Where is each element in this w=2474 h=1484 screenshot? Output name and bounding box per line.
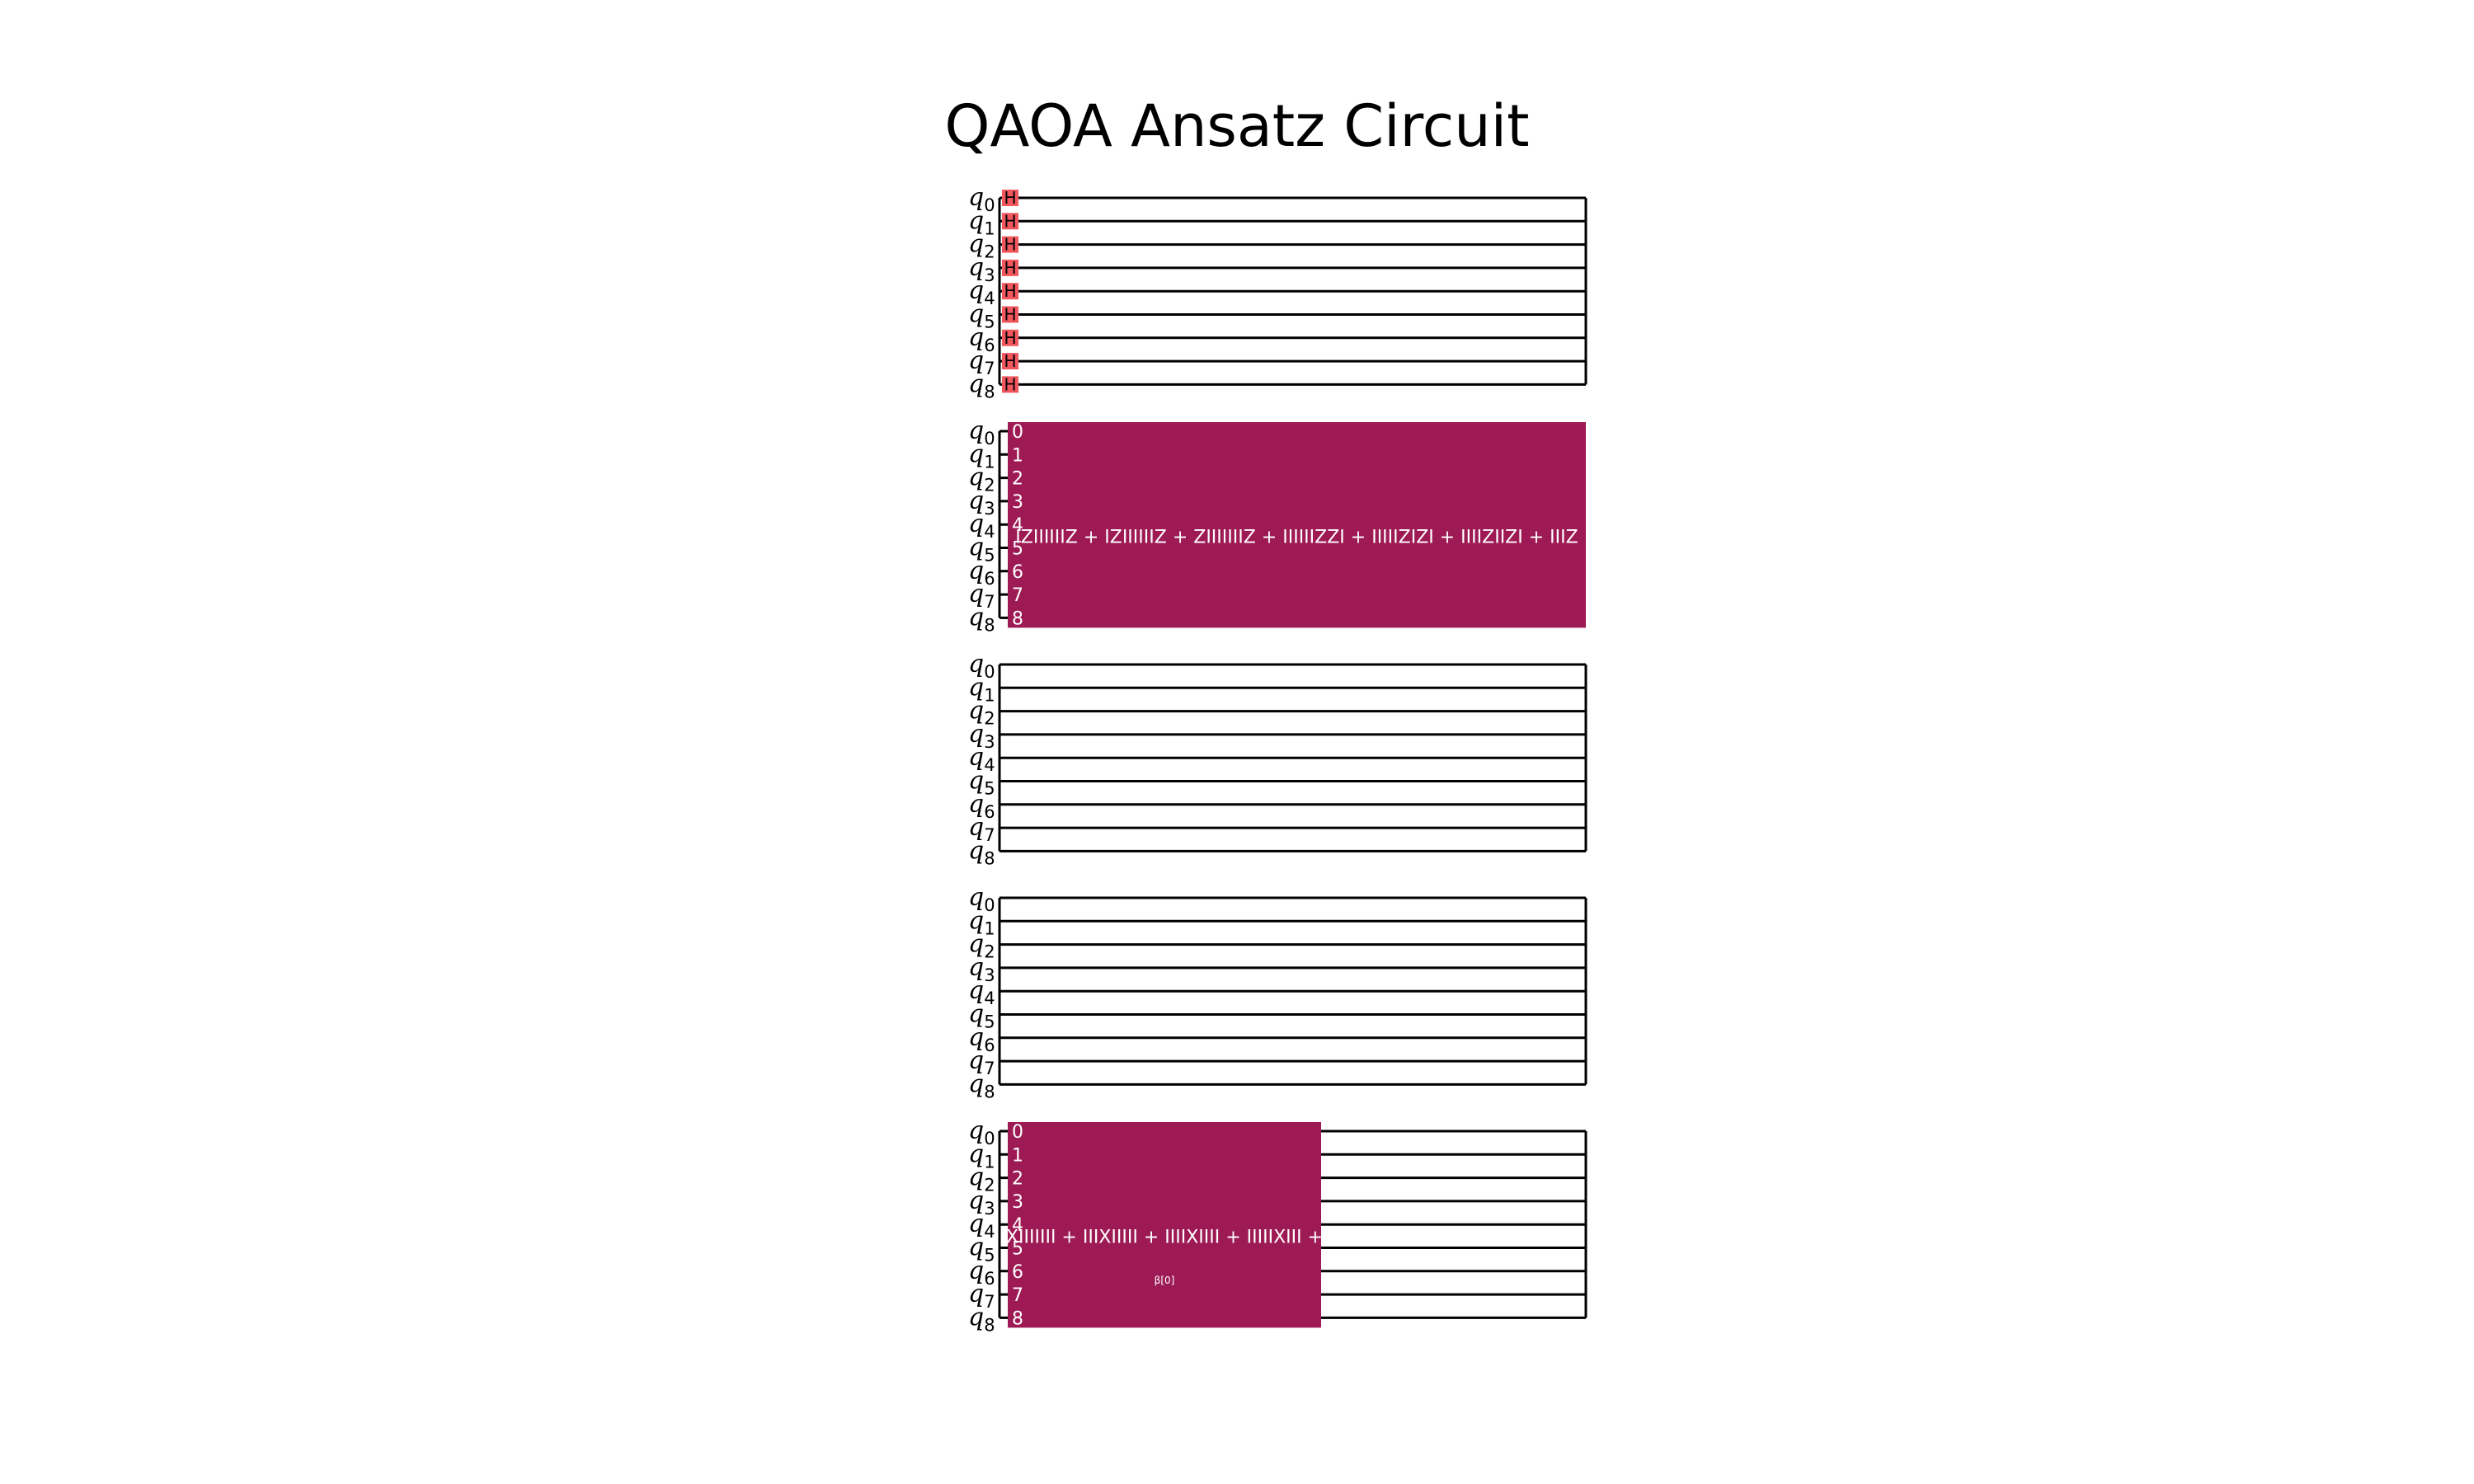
h-gate <box>1002 306 1018 323</box>
h-gate-label: H <box>1004 374 1016 394</box>
qubit-label: q3 <box>968 253 995 285</box>
gate-pin-label: 3 <box>1012 492 1023 513</box>
gate-operator-label: IZIIIIIIZ + IZIIIIIIZ + ZIIIIIIIZ + IIII… <box>1015 527 1578 547</box>
qubit-label: q8 <box>968 1069 995 1101</box>
h-gate <box>1002 353 1018 370</box>
gate-pin-label: 8 <box>1012 1308 1023 1329</box>
h-gate <box>1002 213 1018 230</box>
h-gate <box>1002 236 1018 253</box>
qubit-label: q5 <box>968 767 995 799</box>
gate-pin-label: 5 <box>1012 539 1023 560</box>
h-gate-label: H <box>1004 258 1016 278</box>
pauli-evolution-gate <box>1008 422 1586 628</box>
gate-pin-label: 3 <box>1012 1192 1023 1213</box>
qubit-label: q8 <box>968 369 995 402</box>
h-gate-label: H <box>1004 188 1016 208</box>
gate-operator-label: XIIIIIII + IIIXIIIII + IIIIXIIII + IIIII… <box>1006 1227 1323 1247</box>
h-gate <box>1002 329 1018 346</box>
gate-pin-label: 7 <box>1012 585 1023 606</box>
gate-pin-label: 1 <box>1012 445 1023 466</box>
gate-pin-label: 4 <box>1012 1215 1023 1236</box>
gate-parameter-label: β[0] <box>1155 1275 1175 1286</box>
gate-pin-label: 0 <box>1012 1122 1023 1143</box>
gate-pin-label: 1 <box>1012 1145 1023 1166</box>
pauli-evolution-gate <box>1008 1122 1321 1328</box>
h-gate <box>1002 283 1018 300</box>
gate-pin-label: 4 <box>1012 515 1023 536</box>
gate-pin-label: 2 <box>1012 469 1023 490</box>
qubit-label: q2 <box>968 1163 995 1195</box>
h-gate-label: H <box>1004 305 1016 325</box>
gate-pin-label: 5 <box>1012 1239 1023 1260</box>
h-gate-label: H <box>1004 235 1016 255</box>
h-gate <box>1002 376 1018 393</box>
qubit-label: q0 <box>968 883 995 915</box>
gate-pin-label: 6 <box>1012 562 1023 583</box>
qubit-label: q5 <box>968 533 995 566</box>
gate-pin-label: 8 <box>1012 608 1023 629</box>
gate-pin-label: 7 <box>1012 1285 1023 1306</box>
qubit-label: q8 <box>968 1303 995 1335</box>
gate-pin-label: 6 <box>1012 1262 1023 1283</box>
qubit-label: q8 <box>968 603 995 635</box>
gate-pin-label: 0 <box>1012 422 1023 443</box>
h-gate <box>1002 259 1018 276</box>
h-gate-label: H <box>1004 211 1016 231</box>
gate-pin-label: 2 <box>1012 1169 1023 1190</box>
diagram-title: QAOA Ansatz Circuit <box>944 92 1530 160</box>
h-gate-label: H <box>1004 281 1016 301</box>
qubit-label: q7 <box>968 813 995 845</box>
qubit-label: q4 <box>968 976 995 1008</box>
h-gate <box>1002 190 1018 206</box>
h-gate-label: H <box>1004 351 1016 371</box>
h-gate-label: H <box>1004 328 1016 348</box>
